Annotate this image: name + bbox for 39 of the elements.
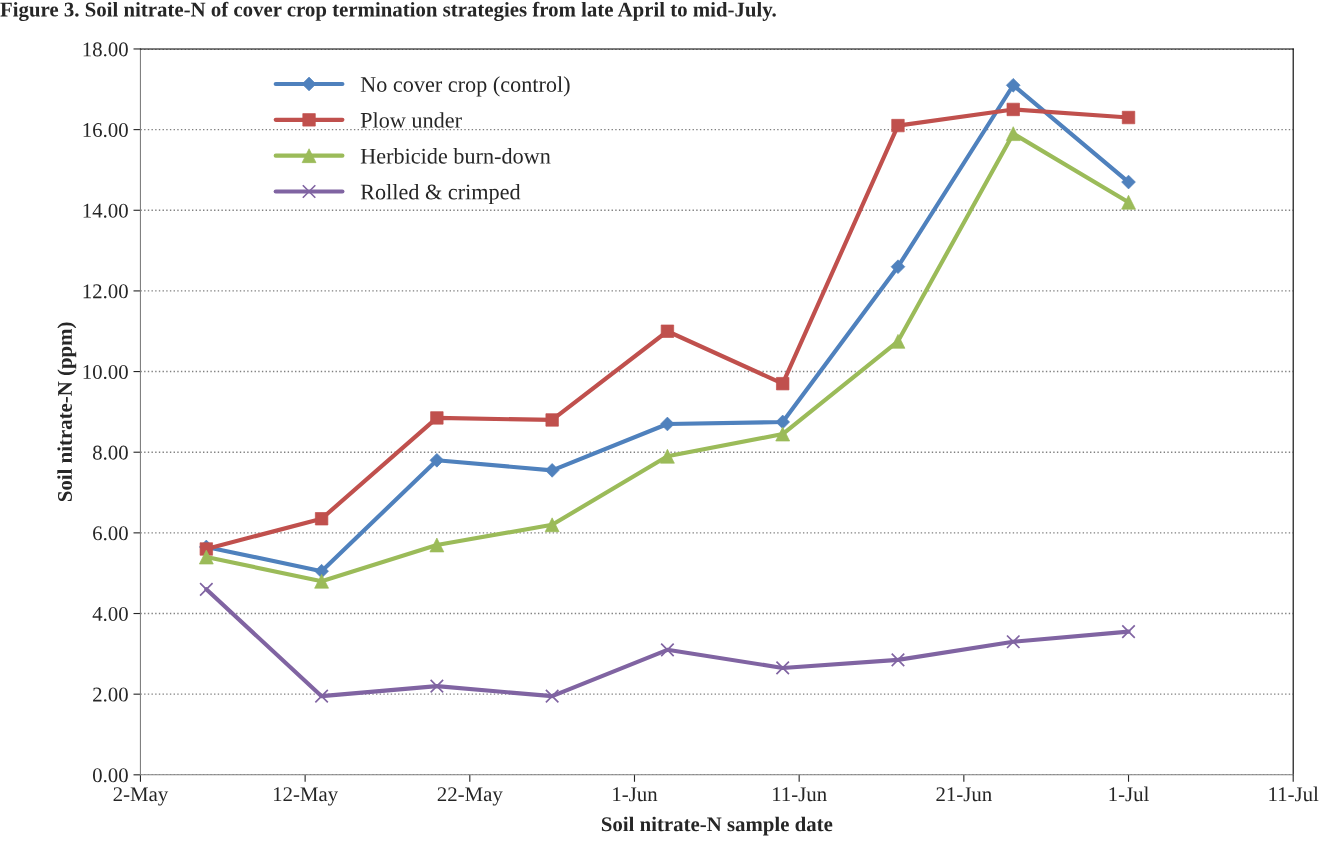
y-tick-label: 2.00 — [93, 687, 128, 702]
x-tick-label: 1-Jun — [613, 787, 658, 802]
point — [660, 416, 675, 432]
y-tick-label: 0.00 — [92, 768, 128, 783]
x-tick-label: 11-Jun — [773, 787, 827, 802]
point — [775, 660, 790, 676]
x-tick-label: 22-May — [437, 787, 503, 806]
point — [660, 642, 675, 657]
y-tick-label: 12.00 — [83, 284, 128, 299]
x-tick-label: 12-May — [273, 787, 339, 806]
point — [314, 689, 329, 704]
x-axis-title: Soil nitrate-N sample date — [601, 816, 833, 836]
point — [1006, 634, 1021, 649]
y-tick-label: 14.00 — [83, 203, 128, 218]
point — [890, 652, 906, 667]
legend-label: Herbicide burn-down — [360, 148, 551, 164]
y-tick-label: 4.00 — [92, 606, 128, 622]
point — [660, 324, 675, 338]
point — [891, 118, 905, 133]
x-tick-label: 2-May — [113, 787, 169, 806]
y-tick-label: 10.00 — [83, 364, 128, 380]
y-tick-label: 6.00 — [93, 526, 128, 541]
point — [1121, 624, 1136, 639]
chart-title: Figure 3. Soil nitrate-N of cover crop termination strategies from late April to mid-July. — [0, 1, 776, 21]
point — [199, 582, 214, 597]
y-axis-title: Soil nitrate-N (ppm) — [57, 322, 77, 502]
legend-label: Plow under — [360, 112, 462, 128]
legend-label: No cover crop (control) — [360, 76, 570, 97]
y-tick-label: 8.00 — [92, 445, 128, 460]
point — [545, 689, 560, 704]
legend-label: Rolled & crimped — [360, 183, 521, 205]
point — [429, 679, 444, 694]
y-tick-label: 18.00 — [83, 42, 128, 57]
x-tick-label: 1-Jul — [1109, 786, 1149, 802]
x-tick-label: 21-Jun — [936, 787, 992, 802]
point — [1121, 174, 1136, 190]
y-tick-label: 16.00 — [83, 122, 128, 138]
x-tick-label: 11-Jul — [1269, 786, 1319, 802]
point — [890, 259, 906, 274]
